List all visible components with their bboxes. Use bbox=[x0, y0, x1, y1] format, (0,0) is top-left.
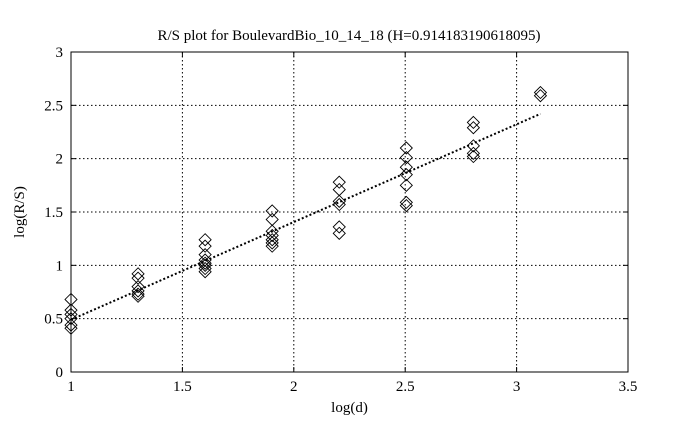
x-tick-label: 3 bbox=[513, 379, 521, 395]
data-point-diamond bbox=[131, 267, 145, 281]
data-point-diamond bbox=[265, 204, 279, 218]
data-point-diamond bbox=[198, 261, 212, 276]
x-tick-label: 2.5 bbox=[396, 379, 415, 395]
data-point-diamond bbox=[198, 256, 212, 270]
y-tick-label: 0 bbox=[56, 365, 64, 381]
marker-layer bbox=[64, 85, 548, 335]
data-point-diamond bbox=[332, 226, 346, 240]
data-point-diamond bbox=[265, 239, 279, 253]
data-point-diamond bbox=[131, 271, 145, 285]
y-tick-label: 2.5 bbox=[44, 98, 63, 114]
y-axis-title: log(R/S) bbox=[12, 186, 28, 238]
data-point-diamond bbox=[198, 258, 212, 272]
x-tick-label: 1.5 bbox=[173, 379, 192, 395]
data-point-diamond bbox=[399, 168, 413, 182]
data-point-diamond bbox=[265, 233, 279, 247]
data-point-diamond bbox=[131, 287, 145, 301]
data-point-diamond bbox=[466, 146, 481, 160]
data-point-diamond bbox=[198, 248, 212, 262]
tick-layer: 1 1.5 2 2.5 3 3.5 0 0.5 1 1.5 2 2.5 3 bbox=[44, 45, 637, 395]
data-point-diamond bbox=[533, 85, 548, 100]
data-point-diamond bbox=[332, 175, 346, 189]
data-point-diamond bbox=[265, 228, 279, 243]
chart-title: R/S plot for BoulevardBio_10_14_18 (H=0.… bbox=[157, 28, 540, 44]
data-point-diamond bbox=[131, 280, 145, 294]
data-point-diamond bbox=[198, 253, 212, 267]
data-point-diamond bbox=[466, 121, 481, 135]
data-point-diamond bbox=[198, 233, 212, 247]
x-tick-label: 1 bbox=[67, 379, 75, 395]
grid-layer bbox=[71, 52, 628, 372]
data-point-diamond bbox=[399, 178, 413, 192]
data-point-diamond bbox=[466, 149, 481, 164]
data-point-diamond bbox=[198, 239, 212, 253]
data-point-diamond bbox=[399, 160, 413, 174]
x-axis-title: log(d) bbox=[331, 400, 368, 416]
data-point-diamond bbox=[131, 289, 145, 303]
data-point-diamond bbox=[399, 195, 413, 210]
data-point-diamond bbox=[332, 197, 346, 212]
y-tick-label: 1 bbox=[56, 258, 64, 274]
y-tick-label: 1.5 bbox=[44, 205, 63, 221]
data-point-diamond bbox=[399, 198, 413, 213]
data-point-diamond bbox=[399, 150, 413, 165]
data-point-diamond bbox=[332, 182, 346, 197]
y-tick-label: 0.5 bbox=[44, 312, 63, 328]
x-tick-label: 3.5 bbox=[619, 379, 638, 395]
x-tick-label: 2 bbox=[290, 379, 298, 395]
y-tick-label: 3 bbox=[56, 45, 64, 61]
data-point-diamond bbox=[399, 141, 413, 155]
y-tick-label: 2 bbox=[56, 152, 64, 168]
fit-layer bbox=[70, 112, 541, 321]
data-point-diamond bbox=[198, 265, 212, 279]
data-point-diamond bbox=[332, 220, 346, 234]
data-point-diamond bbox=[533, 89, 548, 103]
data-point-diamond bbox=[332, 194, 346, 208]
data-point-diamond bbox=[265, 212, 279, 227]
data-point-diamond bbox=[466, 139, 481, 153]
data-point-diamond bbox=[265, 236, 279, 250]
data-point-diamond bbox=[131, 284, 145, 298]
data-point-diamond bbox=[466, 115, 481, 130]
regression-fit-line bbox=[70, 112, 541, 321]
